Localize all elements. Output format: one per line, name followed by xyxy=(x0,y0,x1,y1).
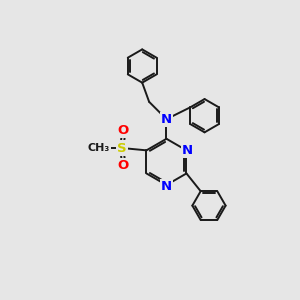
Text: N: N xyxy=(161,113,172,126)
Text: S: S xyxy=(117,142,127,154)
Text: N: N xyxy=(182,144,193,157)
Text: N: N xyxy=(161,180,172,193)
Text: O: O xyxy=(118,159,129,172)
Text: O: O xyxy=(118,124,129,137)
Text: CH₃: CH₃ xyxy=(88,143,110,153)
